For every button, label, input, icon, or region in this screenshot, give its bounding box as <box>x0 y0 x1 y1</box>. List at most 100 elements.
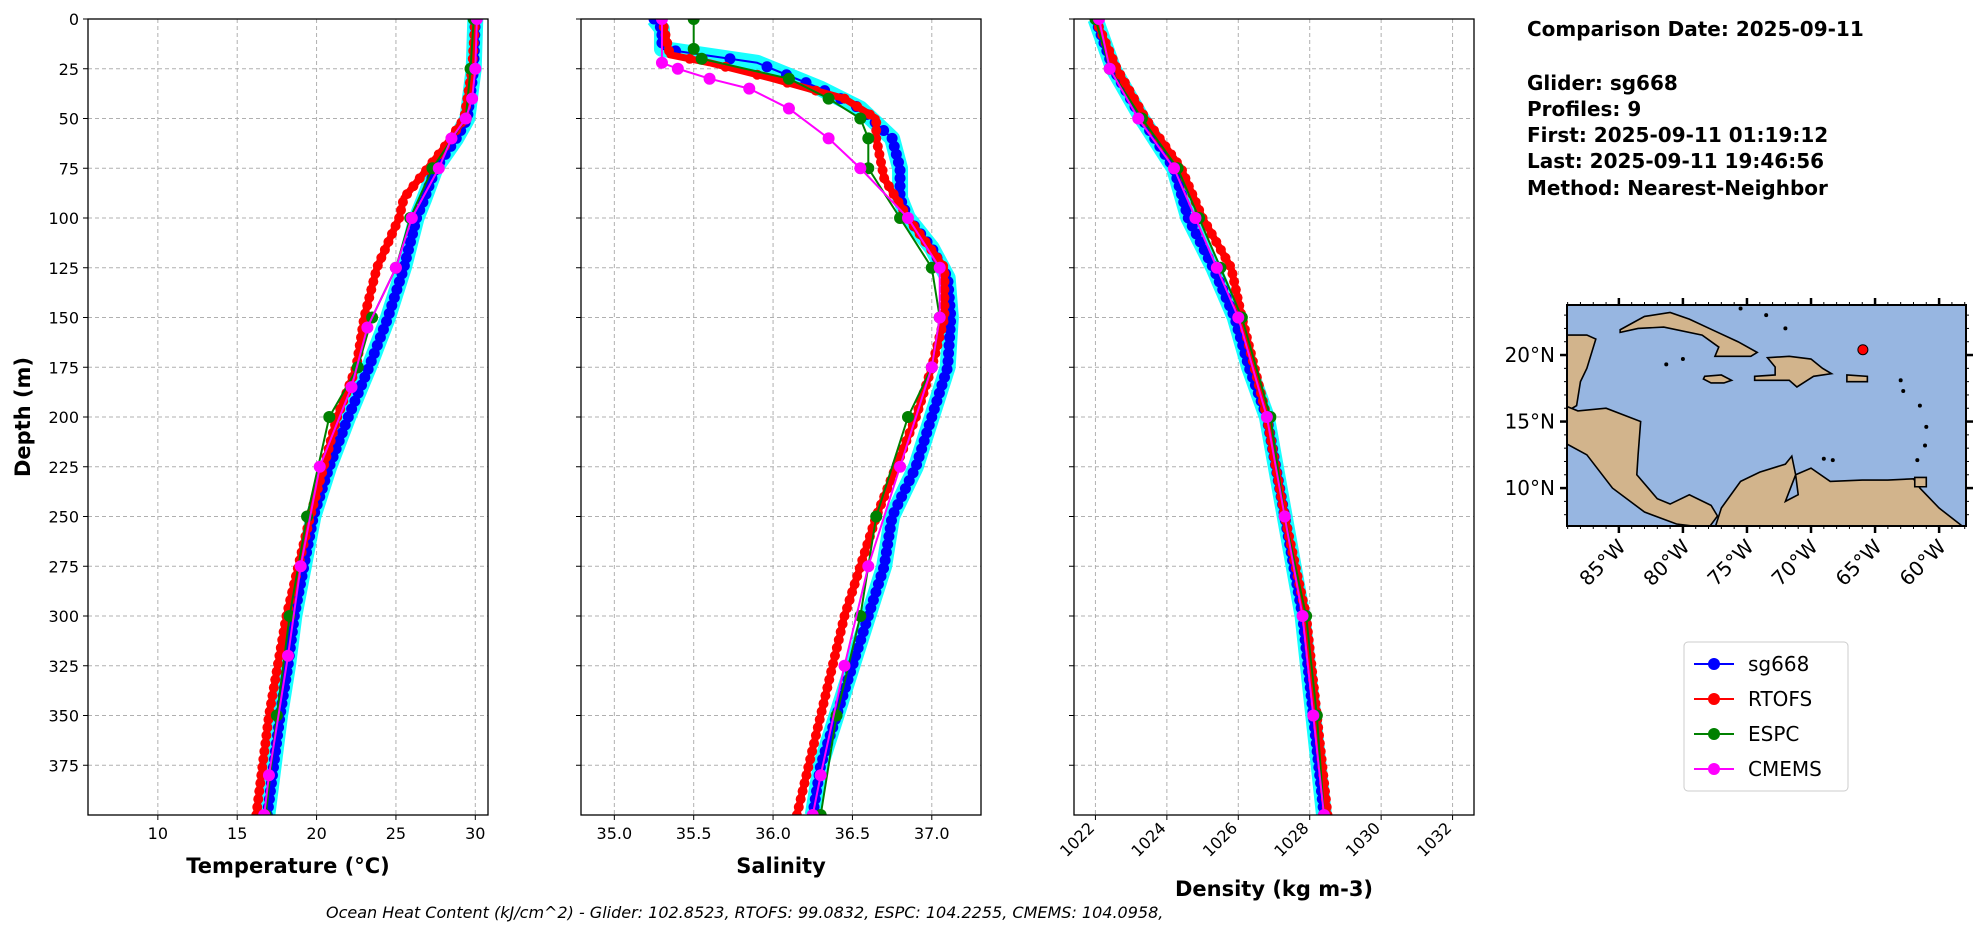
data-point-sg668 <box>944 323 956 335</box>
data-point-CMEMS <box>459 112 472 125</box>
data-point-RTOFS <box>1230 284 1241 295</box>
data-point-RTOFS <box>822 682 833 693</box>
data-point-CMEMS <box>671 62 684 75</box>
data-point-RTOFS <box>847 587 858 598</box>
lon-tick-label: 85°W <box>1574 534 1630 590</box>
data-point-RTOFS <box>402 189 413 200</box>
data-point-RTOFS <box>1206 228 1217 239</box>
data-point-RTOFS <box>258 754 269 765</box>
data-point-RTOFS <box>390 220 401 231</box>
data-point-RTOFS <box>833 634 844 645</box>
lat-tick-label: 15°N <box>1505 410 1555 434</box>
data-point-RTOFS <box>368 276 379 287</box>
land-puerto-rico <box>1846 374 1869 383</box>
data-point-RTOFS <box>842 603 853 614</box>
data-point-sg668 <box>943 339 955 351</box>
legend-marker <box>1708 693 1720 705</box>
y-tick-label: 275 <box>48 557 79 576</box>
y-tick-label: 25 <box>59 60 79 79</box>
data-point-CMEMS <box>862 560 875 573</box>
data-point-CMEMS <box>933 311 946 324</box>
x-tick-label: 1030 <box>1342 818 1384 860</box>
legend-entry-RTOFS: RTOFS <box>1694 687 1812 711</box>
land-trinidad <box>1913 476 1928 488</box>
data-point-RTOFS <box>818 698 829 709</box>
data-point-RTOFS <box>849 579 860 590</box>
data-point-CMEMS <box>933 261 946 274</box>
data-point-ESPC <box>695 52 708 65</box>
legend-entry-ESPC: ESPC <box>1694 722 1799 746</box>
data-point-sg668 <box>894 164 906 176</box>
data-point-RTOFS <box>275 642 286 653</box>
data-point-ESPC <box>901 411 914 423</box>
data-point-RTOFS <box>939 276 950 287</box>
data-point-ESPC <box>351 361 364 374</box>
data-point-CMEMS <box>743 82 756 95</box>
data-point-CMEMS <box>806 809 819 815</box>
y-tick-label: 300 <box>48 607 79 626</box>
x-tick-label: 1028 <box>1270 818 1312 860</box>
data-point-RTOFS <box>871 125 882 136</box>
x-tick-label: 37.0 <box>914 824 950 843</box>
x-tick-label: 35.0 <box>597 824 633 843</box>
data-point-sg668 <box>761 61 773 73</box>
data-point-RTOFS <box>864 109 875 120</box>
data-point-RTOFS <box>852 101 863 112</box>
data-point-RTOFS <box>814 714 825 725</box>
data-point-RTOFS <box>396 205 407 216</box>
data-point-RTOFS <box>939 292 950 303</box>
data-point-CMEMS <box>405 212 418 224</box>
data-point-CMEMS <box>838 659 851 672</box>
data-point-CMEMS <box>1189 212 1202 224</box>
island <box>1664 362 1669 367</box>
data-point-ESPC <box>323 411 336 423</box>
data-point-CMEMS <box>1132 112 1145 125</box>
data-point-ESPC <box>782 72 795 85</box>
data-point-RTOFS <box>397 197 408 208</box>
x-tick-label: 1032 <box>1413 818 1455 860</box>
legend-box <box>1683 641 1849 792</box>
data-point-CMEMS <box>822 132 835 145</box>
data-point-RTOFS <box>872 141 883 152</box>
data-point-RTOFS <box>262 722 273 733</box>
data-point-RTOFS <box>839 93 850 104</box>
data-point-RTOFS <box>270 674 281 685</box>
map-frame <box>1566 304 1967 527</box>
y-tick-label: 325 <box>48 657 79 676</box>
data-point-RTOFS <box>253 794 264 805</box>
legend: sg668 RTOFS ESPC CMEMS <box>1683 641 1849 792</box>
data-point-ESPC <box>687 42 700 55</box>
data-point-RTOFS <box>812 722 823 733</box>
data-point-RTOFS <box>376 252 387 263</box>
data-point-CMEMS <box>470 19 483 25</box>
x-tick-label: 36.0 <box>755 824 791 843</box>
temperature-panel: 10 15 20 25 30025507510012515017520022525027… <box>11 10 489 878</box>
data-point-RTOFS <box>1220 252 1231 263</box>
data-point-sg668 <box>878 124 890 136</box>
data-point-ESPC <box>862 132 875 145</box>
data-point-CMEMS <box>1093 19 1105 25</box>
land-jamaica <box>1702 374 1734 384</box>
data-point-RTOFS <box>370 268 381 279</box>
data-point-RTOFS <box>828 658 839 669</box>
lon-tick-label: 75°W <box>1702 534 1758 590</box>
data-point-CMEMS <box>445 132 458 145</box>
x-tick-label: 35.5 <box>676 824 712 843</box>
data-point-RTOFS <box>797 786 808 797</box>
data-point-CMEMS <box>854 162 867 175</box>
land-hispaniola <box>1753 355 1834 388</box>
series-line-CMEMS <box>1098 19 1325 815</box>
land-yucatan <box>1567 334 1597 412</box>
data-point-CMEMS <box>1278 510 1291 523</box>
data-point-CMEMS <box>313 460 326 473</box>
data-point-RTOFS <box>254 786 265 797</box>
location-map: 85°W 80°W 75°W 70°W 65°W 60°W 10°N 15°N 20°N <box>1505 298 1973 591</box>
data-point-RTOFS <box>277 634 288 645</box>
data-point-RTOFS <box>879 173 890 184</box>
data-point-RTOFS <box>874 149 885 160</box>
data-point-RTOFS <box>807 746 818 757</box>
x-tick-label: 25 <box>386 824 406 843</box>
data-point-RTOFS <box>266 698 277 709</box>
density-panel: 1022 1024 1026 1028 1030 1032 Density (kg m-3) <box>1056 18 1475 901</box>
data-point-RTOFS <box>274 650 285 661</box>
